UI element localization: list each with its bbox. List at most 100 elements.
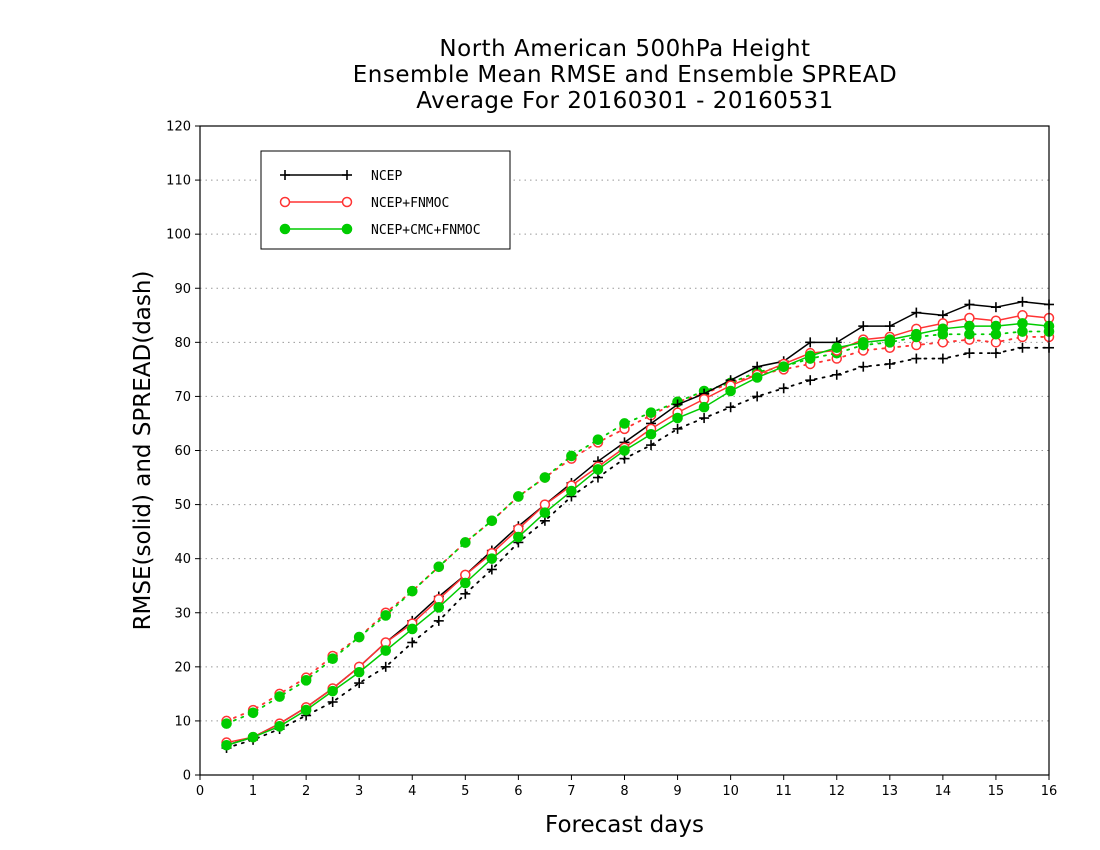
point-ncep-cmc-fnmoc-rmse-1.5 (274, 721, 285, 732)
point-ncep-spread-12.5 (858, 361, 869, 372)
point-ncep-spread-9.5 (699, 413, 710, 424)
point-ncep-spread-2.5 (327, 696, 338, 707)
point-ncep-spread-13.5 (911, 353, 922, 364)
point-ncep-spread-5 (460, 588, 471, 599)
point-ncep-cmc-fnmoc-rmse-13 (884, 334, 896, 345)
point-ncep-cmc-fnmoc-spread-6.5 (539, 472, 551, 483)
point-ncep-cmc-fnmoc-rmse-6 (513, 531, 524, 543)
point-ncep-cmc-fnmoc-rmse-4 (406, 623, 418, 635)
series-line-ncep-spread (225, 346, 1050, 749)
point-ncep-spread-10.5 (752, 391, 763, 402)
y-tick-label-30: 30 (174, 606, 191, 621)
point-ncep-cmc-fnmoc-rmse-1 (247, 731, 259, 743)
point-ncep-spread-5.5 (486, 564, 497, 575)
y-tick-label-70: 70 (174, 390, 191, 405)
point-ncep-cmc-fnmoc-rmse-7.5 (592, 464, 604, 475)
point-ncep-spread-3.5 (380, 661, 391, 672)
y-tick-label-60: 60 (174, 444, 191, 459)
point-ncep-cmc-fnmoc-rmse-5.5 (486, 553, 498, 564)
x-tick-label-8: 8 (620, 784, 628, 799)
point-ncep-cmc-fnmoc-spread-5 (460, 537, 471, 548)
y-tick-label-100: 100 (166, 228, 191, 243)
y-tick-label-0: 0 (183, 769, 191, 784)
series-ncep-cmc-fnmoc-rmse (221, 318, 1055, 751)
legend-item-ncep: NCEP (280, 169, 402, 184)
x-tick-label-4: 4 (408, 784, 416, 799)
point-ncep-spread-4.5 (433, 615, 444, 626)
chart-title-line-3: Average For 20160301 - 20160531 (416, 88, 834, 114)
legend-marker-left-ncep-cmc-fnmoc (279, 223, 291, 235)
x-tick-label-1: 1 (249, 784, 257, 799)
point-ncep-cmc-fnmoc-rmse-11 (778, 361, 789, 372)
point-ncep-cmc-fnmoc-spread-0.5 (221, 718, 232, 729)
point-ncep-cmc-fnmoc-rmse-3.5 (380, 645, 392, 656)
y-tick-label-10: 10 (174, 714, 191, 729)
point-ncep-cmc-fnmoc-rmse-9.5 (698, 401, 710, 413)
point-ncep-cmc-fnmoc-spread-5.5 (486, 515, 498, 527)
x-tick-label-14: 14 (935, 784, 952, 799)
series-ncep-spread (221, 342, 1054, 753)
point-ncep-spread-11.5 (805, 375, 816, 386)
y-tick-label-50: 50 (174, 498, 191, 513)
point-ncep-spread-14 (937, 353, 948, 364)
point-ncep-cmc-fnmoc-rmse-14 (937, 323, 949, 335)
point-ncep-cmc-fnmoc-rmse-10.5 (751, 372, 763, 383)
point-ncep-cmc-fnmoc-rmse-2.5 (327, 685, 338, 697)
point-ncep-cmc-fnmoc-rmse-11.5 (804, 350, 816, 362)
series-line-ncep-cmc-fnmoc-rmse (226, 322, 1050, 746)
point-ncep-cmc-fnmoc-rmse-8.5 (645, 428, 657, 440)
point-ncep-cmc-fnmoc-rmse-8 (619, 445, 630, 456)
point-ncep-rmse-13 (884, 321, 895, 332)
point-ncep-cmc-fnmoc-rmse-14.5 (964, 320, 975, 332)
y-tick-label-90: 90 (174, 282, 191, 297)
point-ncep-cmc-fnmoc-spread-2 (300, 675, 312, 686)
legend-box (260, 150, 511, 250)
y-tick-label-80: 80 (174, 336, 191, 351)
series-layer (221, 296, 1055, 753)
y-tick-label-40: 40 (174, 552, 191, 567)
legend-label-ncep: NCEP (371, 169, 402, 184)
legend: NCEP NCEP+FNMOC NCEP+CMC+FNMOC (260, 150, 511, 250)
point-ncep-cmc-fnmoc-spread-7.5 (592, 434, 604, 445)
point-ncep-cmc-fnmoc-rmse-2 (300, 704, 312, 716)
x-tick-label-16: 16 (1041, 784, 1058, 799)
point-ncep-cmc-fnmoc-spread-3 (353, 631, 365, 643)
point-ncep-cmc-fnmoc-spread-1 (247, 707, 259, 719)
point-ncep-spread-8.5 (646, 440, 657, 451)
point-ncep-cmc-fnmoc-spread-2.5 (327, 653, 338, 665)
point-ncep-rmse-14.5 (964, 299, 975, 310)
x-tick-label-2: 2 (302, 784, 310, 799)
x-tick-label-10: 10 (722, 784, 739, 799)
legend-marker-right-ncep-fnmoc (341, 196, 353, 208)
point-ncep-rmse-13.5 (911, 307, 922, 318)
x-tick-label-9: 9 (673, 784, 681, 799)
x-tick-label-15: 15 (988, 784, 1005, 799)
point-ncep-cmc-fnmoc-rmse-3 (353, 666, 365, 678)
point-ncep-spread-14.5 (964, 348, 975, 359)
point-ncep-cmc-fnmoc-rmse-15.5 (1017, 318, 1028, 329)
legend-item-ncep-fnmoc: NCEP+FNMOC (279, 196, 449, 211)
point-ncep-cmc-fnmoc-rmse-4.5 (433, 602, 445, 613)
point-ncep-cmc-fnmoc-rmse-13.5 (911, 328, 922, 340)
point-ncep-cmc-fnmoc-rmse-7 (566, 485, 577, 497)
legend-item-ncep-cmc-fnmoc: NCEP+CMC+FNMOC (279, 223, 481, 238)
point-ncep-cmc-fnmoc-spread-3.5 (380, 610, 392, 621)
point-ncep-spread-15.5 (1017, 342, 1028, 353)
point-ncep-rmse-15.5 (1017, 296, 1028, 307)
y-tick-label-110: 110 (166, 174, 191, 189)
x-tick-label-12: 12 (828, 784, 845, 799)
point-ncep-cmc-fnmoc-spread-1.5 (274, 691, 285, 702)
series-ncep-fnmoc-spread (221, 331, 1055, 727)
point-ncep-spread-15 (990, 348, 1001, 359)
legend-label-ncep-cmc-fnmoc: NCEP+CMC+FNMOC (371, 223, 481, 238)
point-ncep-cmc-fnmoc-rmse-12.5 (857, 337, 869, 348)
point-ncep-cmc-fnmoc-rmse-6.5 (539, 507, 551, 518)
legend-marker-right-ncep-cmc-fnmoc (341, 223, 353, 235)
point-ncep-spread-3 (354, 678, 365, 689)
x-tick-label-7: 7 (567, 784, 575, 799)
chart-title-line-1: North American 500hPa Height (439, 36, 811, 62)
point-ncep-cmc-fnmoc-rmse-5 (460, 577, 471, 589)
legend-label-ncep-fnmoc: NCEP+FNMOC (371, 196, 449, 211)
series-line-ncep-fnmoc-spread (225, 336, 1050, 722)
